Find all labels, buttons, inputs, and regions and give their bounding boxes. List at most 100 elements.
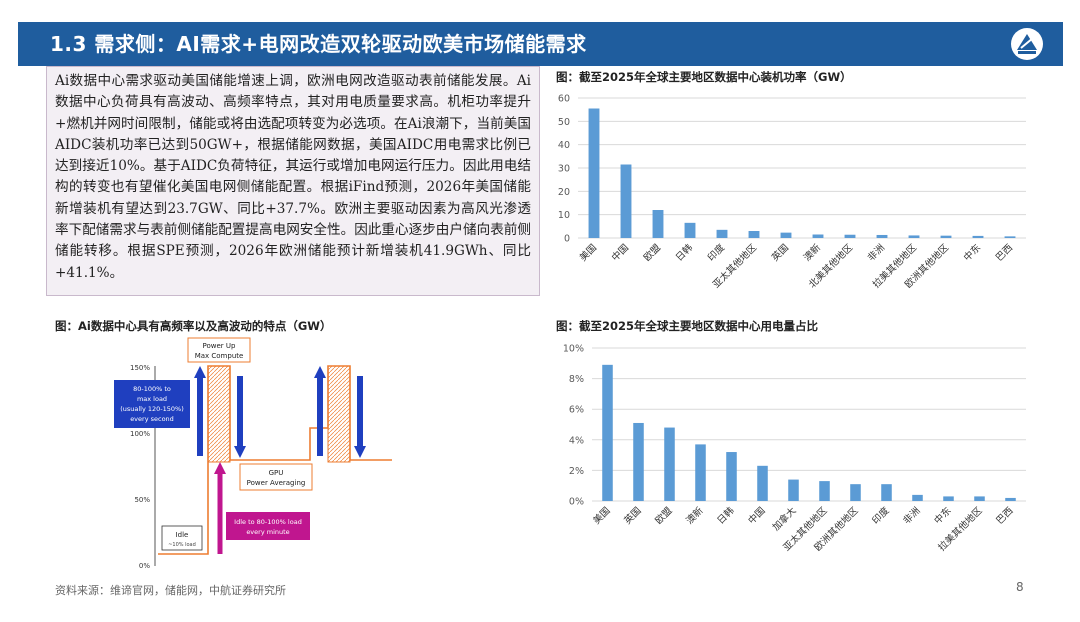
fig1-title: 图：截至2025年全球主要地区数据中心装机功率（GW） xyxy=(556,70,852,84)
max-compute-label: Max Compute xyxy=(195,352,244,360)
power-avg-label: Power Averaging xyxy=(247,479,306,487)
cap-chart-y-tick: 20 xyxy=(558,187,570,198)
share-chart-bar xyxy=(633,422,644,501)
fig2-title: 图：Ai数据中心具有高频率以及高波动的特点（GW） xyxy=(55,319,332,333)
idle-to-load-box xyxy=(226,512,310,540)
cap-chart-bar xyxy=(684,222,696,238)
load-line-3: (usually 120-150%) xyxy=(120,405,184,413)
share-chart-bar xyxy=(850,484,861,501)
tick-50: 50% xyxy=(134,496,150,504)
tick-0: 0% xyxy=(139,562,150,570)
share-chart-x-label: 日韩 xyxy=(715,504,737,526)
share-chart-bar xyxy=(695,444,706,501)
share-chart-x-label: 美国 xyxy=(591,505,613,527)
tick-150: 150% xyxy=(130,364,150,372)
up-arrow-1-head xyxy=(194,366,206,378)
share-chart-y-tick: 0% xyxy=(569,497,584,508)
cap-chart-bar xyxy=(844,234,856,238)
share-chart-y-tick: 4% xyxy=(569,435,584,446)
page-title: 1.3 需求侧：AI需求+电网改造双轮驱动欧美市场储能需求 xyxy=(50,32,587,56)
share-chart-bar xyxy=(726,452,737,501)
share-chart-y-tick: 2% xyxy=(569,466,584,477)
share-chart-bar xyxy=(664,427,675,501)
share-chart-x-label: 巴西 xyxy=(994,505,1015,526)
cap-chart-bar xyxy=(876,234,888,238)
gpu-box xyxy=(239,463,313,491)
share-chart-y-tick: 8% xyxy=(569,374,584,385)
cap-chart-x-label: 美国 xyxy=(577,242,599,264)
cap-chart-y-tick: 40 xyxy=(558,140,570,151)
share-chart-y-tick: 10% xyxy=(563,344,584,355)
cap-chart-x-label: 欧盟 xyxy=(641,241,663,263)
share-chart-x-label: 加拿大 xyxy=(770,504,799,533)
cap-chart-bar xyxy=(1004,236,1016,238)
power-share-chart: 0%2%4%6%8%10%美国 英国 欧盟 澳新 日韩 中国 加拿大亚太其他地区欧洲其他地区… xyxy=(563,344,1026,553)
page-number: 8 xyxy=(1016,580,1024,594)
cap-chart-x-label: 非洲 xyxy=(865,242,887,264)
share-chart-bar xyxy=(819,481,830,501)
cap-chart-bar xyxy=(972,235,984,238)
idle-to-line-1: Idle to 80-100% load xyxy=(234,518,302,526)
up-arrow-2-head xyxy=(314,366,326,378)
load-profile-diagram: 150% 100% 50% 0% Power Up Max Compute 80… xyxy=(114,337,392,570)
cap-chart-bar xyxy=(812,234,824,238)
cap-chart-x-label: 印度 xyxy=(705,241,727,263)
cap-chart-bar xyxy=(940,235,952,238)
power-up-label: Power Up xyxy=(203,342,237,350)
cap-chart-y-tick: 0 xyxy=(564,234,570,245)
load-line-2: max load xyxy=(137,395,167,403)
share-chart-x-label: 非洲 xyxy=(901,505,923,527)
cap-chart-bar xyxy=(716,229,728,238)
load-line xyxy=(158,365,392,555)
load-line-1: 80-100% to xyxy=(133,385,171,393)
cap-chart-x-label: 日韩 xyxy=(673,241,695,263)
share-chart-x-label: 澳新 xyxy=(684,504,706,526)
peak-2 xyxy=(327,365,351,463)
cap-chart-x-label: 巴西 xyxy=(994,242,1015,263)
idle-box xyxy=(161,525,203,551)
share-chart-bar xyxy=(881,484,892,501)
summary-textbox: Ai数据中心需求驱动美国储能增速上调，欧洲电网改造驱动表前储能发展。Ai数据中心… xyxy=(46,66,540,296)
share-chart-x-label: 英国 xyxy=(622,505,644,527)
cap-chart-x-label: 澳新 xyxy=(801,241,823,263)
cap-chart-bar xyxy=(620,164,632,238)
load-box xyxy=(114,380,190,428)
gpu-label: GPU xyxy=(269,469,284,477)
share-chart-bar xyxy=(912,494,923,501)
idle-to-line-2: every minute xyxy=(246,528,289,536)
header-bar: 1.3 需求侧：AI需求+电网改造双轮驱动欧美市场储能需求 xyxy=(18,22,1063,66)
share-chart-x-label: 印度 xyxy=(870,504,892,526)
share-chart-bar xyxy=(602,364,613,501)
installed-capacity-chart: 0102030405060美国 中国 欧盟 日韩 印度亚太其他地区 英国 澳新北美其他地区非… xyxy=(558,94,1026,290)
cap-chart-y-tick: 60 xyxy=(558,94,570,105)
power-up-box xyxy=(187,337,251,363)
cap-chart-y-tick: 10 xyxy=(558,210,570,221)
cap-chart-y-tick: 30 xyxy=(558,164,570,175)
share-chart-x-label: 中东 xyxy=(932,505,954,527)
down-arrow-2-head xyxy=(354,446,366,458)
share-chart-x-label: 欧盟 xyxy=(653,504,675,526)
cap-chart-bar xyxy=(748,231,760,238)
cap-chart-x-label: 中国 xyxy=(609,242,631,264)
share-chart-bar xyxy=(1005,497,1016,501)
share-chart-bar xyxy=(943,496,954,501)
fig3-title: 图：截至2025年全球主要地区数据中心用电量占比 xyxy=(556,319,819,333)
cap-chart-bar xyxy=(780,232,792,238)
avic-logo-icon xyxy=(1011,28,1043,60)
summary-paragraph: Ai数据中心需求驱动美国储能增速上调，欧洲电网改造驱动表前储能发展。Ai数据中心… xyxy=(55,73,531,281)
load-line-4: every second xyxy=(130,415,174,423)
share-chart-bar xyxy=(974,496,985,501)
share-chart-bar xyxy=(757,465,768,501)
idle-sub-label: ~10% load xyxy=(168,542,196,548)
source-note: 资料来源：维谛官网，储能网，中航证券研究所 xyxy=(55,584,286,597)
cap-chart-bar xyxy=(908,235,920,238)
share-chart-y-tick: 6% xyxy=(569,405,584,416)
cap-chart-bar xyxy=(652,210,664,238)
cap-chart-bar xyxy=(588,108,600,238)
cap-chart-y-tick: 50 xyxy=(558,117,570,128)
peak-1 xyxy=(207,365,231,463)
magenta-arrow-head xyxy=(214,462,226,474)
down-arrow-1-head xyxy=(234,446,246,458)
share-chart-bar xyxy=(788,479,799,501)
cap-chart-x-label: 英国 xyxy=(769,242,791,264)
